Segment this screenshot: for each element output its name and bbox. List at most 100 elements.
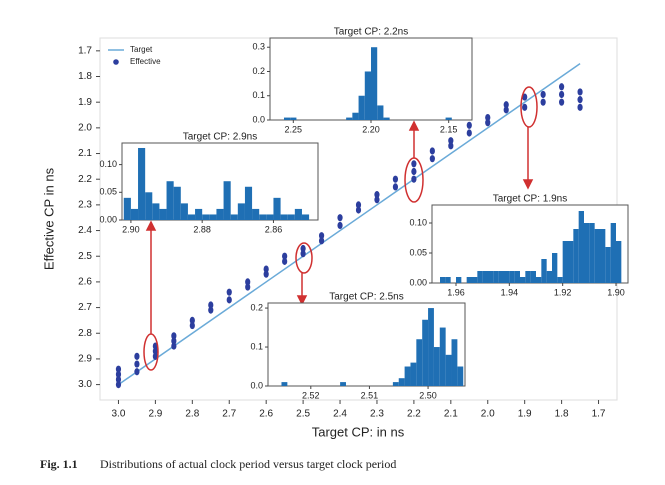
x-axis-label: Target CP: in ns	[312, 424, 405, 439]
point	[485, 119, 491, 127]
histogram-bar	[392, 382, 399, 386]
histogram-bar	[457, 366, 464, 386]
y-tick-label: 0.3	[252, 42, 265, 52]
histogram-bar	[398, 378, 405, 386]
point	[115, 380, 122, 389]
histogram-bar	[346, 117, 353, 120]
point	[115, 375, 122, 384]
histogram-bar	[488, 271, 494, 283]
histogram-bar	[294, 208, 302, 220]
point	[522, 103, 528, 111]
y-tick-label: 0.00	[409, 277, 427, 287]
point	[559, 98, 565, 106]
point	[355, 201, 362, 209]
histogram-bar	[383, 117, 390, 120]
target-line	[118, 63, 581, 386]
histogram-bar	[605, 247, 611, 283]
point	[263, 270, 269, 278]
x-tick-label: 2.25	[285, 124, 303, 134]
caption-text: Distributions of actual clock period ver…	[100, 457, 396, 471]
point	[411, 160, 417, 168]
histogram-bar	[433, 347, 440, 386]
histogram-bar	[283, 117, 291, 120]
inset-title: Target CP: 2.9ns	[183, 132, 257, 143]
histogram-bar	[152, 203, 160, 220]
inset-title: Target CP: 2.5ns	[329, 292, 403, 303]
histogram-bar	[216, 208, 224, 220]
highlight-ellipse	[520, 86, 538, 128]
y-tick-label: 2.5	[78, 251, 92, 262]
point	[318, 232, 325, 240]
point	[559, 83, 565, 91]
point	[503, 106, 509, 114]
histogram-bar	[202, 214, 210, 220]
point	[448, 137, 454, 145]
y-tick-label: 0.10	[409, 217, 427, 227]
point	[208, 301, 214, 309]
point	[411, 175, 417, 183]
annotations	[143, 86, 538, 371]
point	[171, 337, 177, 345]
histogram-bar	[594, 229, 600, 283]
point	[171, 332, 177, 340]
x-tick-label: 1.92	[554, 287, 572, 297]
point	[374, 196, 380, 204]
histogram-bar	[410, 362, 417, 386]
x-tick-label: 2.5	[296, 409, 310, 420]
histogram-bar	[456, 277, 462, 283]
y-tick-label: 2.3	[78, 200, 92, 211]
histogram-bar	[504, 271, 510, 283]
histogram-bar	[440, 277, 446, 283]
histogram-bar	[439, 327, 446, 386]
point	[171, 342, 177, 350]
x-tick-label: 2.88	[193, 224, 211, 234]
x-tick-label: 2.1	[444, 409, 458, 420]
histogram-bar	[584, 223, 590, 283]
y-tick-label: 0.2	[252, 66, 265, 76]
histogram-bar	[520, 277, 526, 283]
histogram-bar	[195, 208, 203, 220]
point	[226, 288, 232, 296]
histogram-bar	[287, 214, 295, 220]
point	[134, 360, 140, 368]
y-tick-label: 3.0	[78, 379, 92, 390]
x-tick-label: 1.9	[518, 409, 532, 420]
histogram-bar	[416, 339, 423, 386]
point	[540, 98, 546, 106]
y-tick-label: 0.0	[252, 114, 265, 124]
histogram-bar	[252, 208, 260, 220]
legend-label: Target	[130, 45, 153, 54]
histogram-bar	[562, 241, 568, 283]
inset-title: Target CP: 1.9ns	[493, 194, 567, 205]
y-tick-label: 0.00	[99, 214, 117, 224]
histogram-bar	[123, 197, 131, 220]
arrow-head	[296, 295, 308, 306]
x-tick-label: 2.2	[407, 409, 421, 420]
legend-swatch	[113, 59, 119, 65]
x-tick-label: 1.7	[592, 409, 606, 420]
point	[282, 252, 288, 260]
histogram-bar	[477, 271, 483, 283]
point	[282, 257, 288, 265]
histogram-bar	[466, 277, 472, 283]
y-tick-label: 1.9	[78, 97, 92, 108]
point	[318, 237, 325, 245]
y-tick-label: 2.8	[78, 328, 92, 339]
y-tick-label: 2.7	[78, 302, 92, 313]
y-tick-label: 2.6	[78, 277, 92, 288]
y-tick-label: 2.1	[78, 148, 92, 159]
y-tick-label: 0.2	[250, 302, 263, 312]
histogram-bar	[498, 271, 504, 283]
histogram-bar	[472, 277, 478, 283]
point	[411, 167, 417, 176]
point	[337, 221, 343, 230]
x-tick-label: 2.86	[265, 224, 283, 234]
point	[540, 90, 546, 99]
histogram-bar	[600, 229, 606, 283]
histogram-bar	[281, 382, 288, 386]
y-tick-label: 0.05	[99, 187, 117, 197]
x-tick-label: 2.0	[481, 409, 495, 420]
histogram-bar	[223, 181, 231, 220]
point	[448, 142, 454, 150]
point	[300, 250, 306, 258]
